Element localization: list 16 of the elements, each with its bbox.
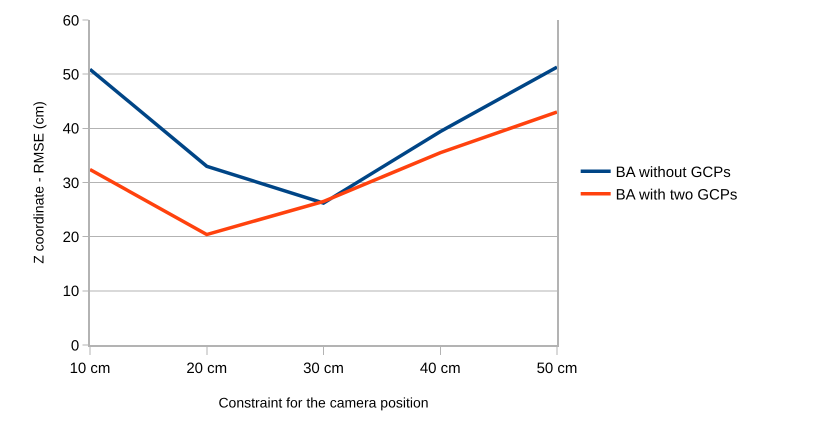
x-tick-label: 10 cm (70, 360, 110, 377)
y-tick-label: 40 (62, 120, 80, 138)
y-tick-label: 50 (62, 66, 80, 84)
y-tick-label: 30 (62, 174, 80, 192)
x-tick-label: 20 cm (186, 360, 228, 377)
y-tick-label: 60 (62, 12, 80, 30)
y-tick-label: 10 (62, 283, 80, 300)
y-tick-label: 0 (70, 337, 80, 354)
x-tick-label: 50 cm (536, 360, 578, 377)
x-tick-label: 30 cm (303, 360, 344, 377)
x-axis-title: Constraint for the camera position (218, 394, 429, 411)
legend-label: BA without GCPs (616, 164, 731, 182)
legend-label: BA with two GCPs (616, 186, 738, 204)
y-axis-title: Z coordinate - RMSE (cm) (30, 101, 47, 264)
x-tick-label: 40 cm (420, 360, 461, 377)
y-tick-label: 20 (62, 228, 80, 246)
